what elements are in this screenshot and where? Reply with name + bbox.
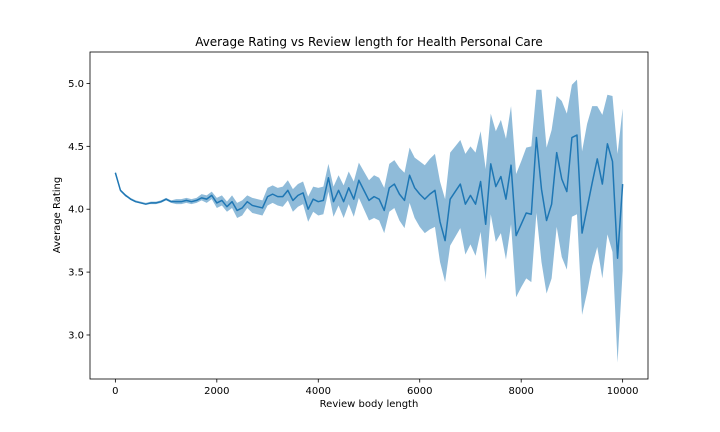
x-tick-label: 8000 <box>508 386 533 397</box>
y-axis-label: Average Rating <box>52 177 63 253</box>
y-axis: 3.0 3.5 4.0 4.5 5.0 <box>68 79 90 341</box>
x-tick-label: 10000 <box>607 386 639 397</box>
y-tick-label: 3.0 <box>68 330 84 341</box>
x-axis: 0 2000 4000 6000 8000 10000 <box>112 379 639 397</box>
confidence-band <box>115 79 623 363</box>
y-tick-label: 4.5 <box>68 142 84 153</box>
y-tick-label: 4.0 <box>68 205 84 216</box>
x-tick-label: 2000 <box>204 386 229 397</box>
y-tick-label: 3.5 <box>68 268 84 279</box>
chart-title: Average Rating vs Review length for Heal… <box>195 35 543 49</box>
x-tick-label: 0 <box>112 386 118 397</box>
x-axis-label: Review body length <box>320 399 419 410</box>
y-tick-label: 5.0 <box>68 79 84 90</box>
plot-frame <box>89 51 649 380</box>
plot-area <box>114 79 624 363</box>
x-tick-label: 4000 <box>306 386 331 397</box>
x-tick-label: 6000 <box>407 386 432 397</box>
